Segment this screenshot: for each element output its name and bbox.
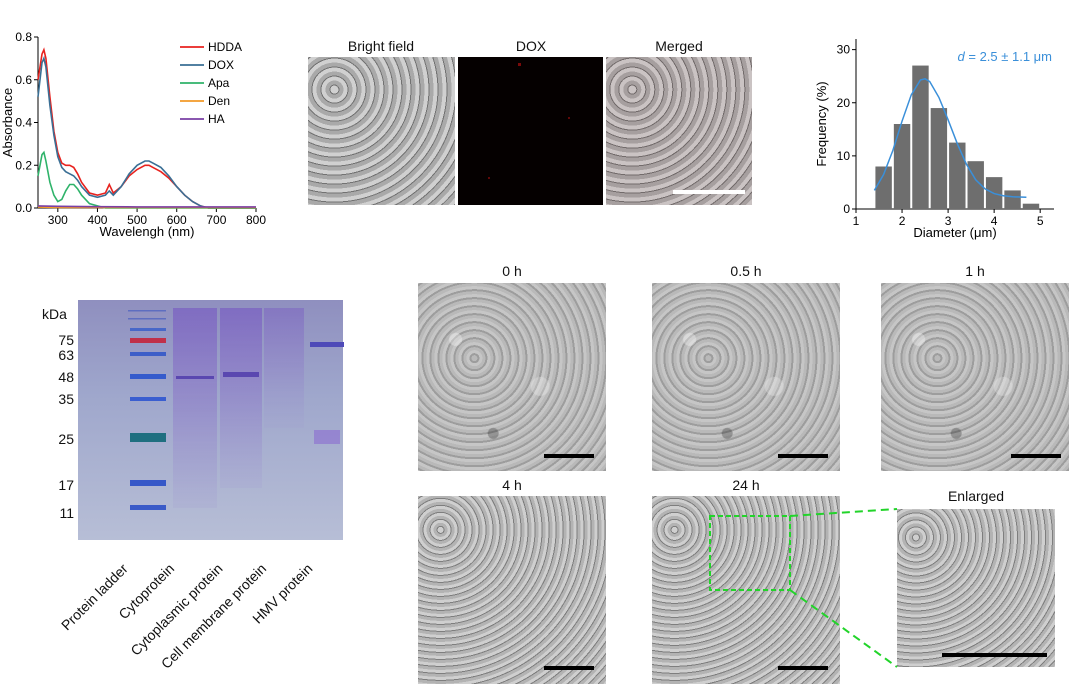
- label-0-5h: 0.5 h: [730, 263, 762, 279]
- y-tick-label: 0: [843, 202, 850, 216]
- scale-bar: [1011, 454, 1061, 458]
- x-tick-label: 4: [991, 214, 998, 228]
- label-0h: 0 h: [502, 263, 522, 279]
- gel-image: [78, 300, 344, 540]
- y-tick-label: 20: [837, 96, 851, 110]
- label-enlarged: Enlarged: [947, 488, 1005, 504]
- x-tick-label: 600: [167, 213, 187, 227]
- label-bright-field: Bright field: [347, 38, 415, 54]
- x-tick-label: 1: [853, 214, 860, 228]
- scale-bar: [544, 666, 594, 670]
- series-line-apa: [37, 150, 256, 209]
- absorbance-chart: 0.0 0.2 0.4 0.6 0.8 300 400 500 600 700 800 Wavelen…: [0, 30, 266, 239]
- lane-label-protein-ladder: Protein ladder: [57, 560, 131, 634]
- kda-label: kDa: [42, 306, 67, 322]
- scale-bar: [673, 190, 745, 194]
- histogram-bar: [1004, 190, 1021, 209]
- x-tick-label: 400: [87, 213, 107, 227]
- scale-bar: [778, 666, 828, 670]
- size-histogram-chart: 0 10 20 30 1 2 3 4 5 Diameter (μm) Frequency (%) d …: [814, 39, 1054, 240]
- y-tick-label: 0.4: [15, 116, 32, 130]
- y-tick-label: 0.8: [15, 30, 32, 44]
- dox-image: [458, 57, 603, 205]
- label-24h: 24 h: [732, 477, 760, 493]
- legend-label-den: Den: [208, 94, 230, 108]
- merged-image: [606, 57, 752, 205]
- scale-bar: [942, 653, 1047, 657]
- size-annotation: d = 2.5 ± 1.1 μm: [958, 49, 1052, 64]
- marker-11: 11: [59, 505, 74, 521]
- legend-label-dox: DOX: [208, 58, 234, 72]
- y-tick-label: 10: [837, 149, 851, 163]
- scale-bar: [544, 454, 594, 458]
- x-tick-label: 800: [246, 213, 266, 227]
- x-axis-label: Diameter (μm): [913, 225, 996, 240]
- marker-75: 75: [58, 332, 74, 348]
- micrograph-4h: [418, 496, 606, 684]
- marker-17: 17: [58, 477, 74, 493]
- x-tick-label: 700: [206, 213, 226, 227]
- marker-48: 48: [58, 369, 74, 385]
- y-axis-label: Absorbance: [0, 88, 15, 157]
- micrograph-1h: [881, 283, 1069, 471]
- y-tick-label: 0.0: [15, 201, 32, 215]
- x-axis-label: Wavelengh (nm): [100, 224, 195, 239]
- label-4h: 4 h: [502, 477, 522, 493]
- histogram-bar: [912, 65, 929, 209]
- series-line-dox: [37, 55, 256, 209]
- legend-label-apa: Apa: [208, 76, 230, 90]
- series-line-ha: [37, 205, 256, 208]
- legend-label-ha: HA: [208, 112, 225, 126]
- x-tick-label: 5: [1037, 214, 1044, 228]
- panel-d: kDa 75 63 48 35 25 17 11: [30, 300, 344, 672]
- y-axis-label: Frequency (%): [814, 81, 829, 166]
- zoom-line-top: [789, 508, 898, 517]
- micrograph-enlarged: [897, 509, 1055, 667]
- legend-label-hdda: HDDA: [208, 40, 242, 54]
- x-tick-label: 2: [899, 214, 906, 228]
- histogram-bar: [949, 142, 966, 209]
- micrograph-0-5h: [652, 283, 840, 471]
- scale-bar: [778, 454, 828, 458]
- x-tick-label: 300: [48, 213, 68, 227]
- histogram-bar: [1022, 203, 1040, 209]
- marker-35: 35: [58, 391, 74, 407]
- panel-b: Bright field DOX Merged: [308, 38, 753, 208]
- marker-25: 25: [58, 431, 74, 447]
- x-tick-label: 500: [127, 213, 147, 227]
- marker-63: 63: [58, 347, 74, 363]
- micrograph-0h: [418, 283, 606, 471]
- label-merged: Merged: [655, 38, 703, 54]
- y-tick-label: 0.6: [15, 73, 32, 87]
- y-tick-label: 30: [837, 43, 851, 57]
- zoom-box: [709, 515, 791, 591]
- label-dox: DOX: [515, 38, 547, 54]
- bright-field-image: [308, 57, 455, 205]
- histogram-bar: [930, 108, 948, 209]
- histogram-bar: [875, 166, 892, 209]
- zoom-line-bottom: [789, 589, 898, 668]
- zoom-indicator: [709, 508, 898, 668]
- micrograph-24h: [652, 496, 840, 684]
- x-tick-label: 3: [945, 214, 952, 228]
- gaussian-fit-line: [873, 78, 1027, 199]
- y-tick-label: 0.2: [15, 158, 32, 172]
- histogram-bar: [893, 124, 911, 209]
- label-1h: 1 h: [965, 263, 985, 279]
